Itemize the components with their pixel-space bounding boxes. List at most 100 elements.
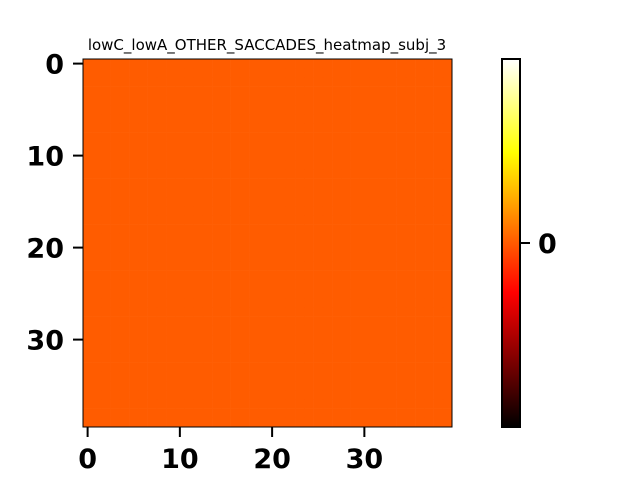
heatmap-cell (230, 215, 241, 225)
heatmap-cell (313, 371, 324, 382)
heatmap-cell (156, 344, 167, 354)
heatmap-cell (433, 408, 444, 419)
heatmap-cell (322, 105, 333, 115)
heatmap-cell (156, 307, 167, 317)
heatmap-cell (101, 381, 111, 391)
heatmap-cell (322, 233, 333, 244)
heatmap-cell (119, 114, 130, 124)
heatmap-cell (267, 316, 278, 327)
heatmap-cell (119, 233, 130, 244)
heatmap-cell (212, 390, 222, 400)
heatmap-cell (83, 233, 93, 244)
heatmap-cell (405, 362, 416, 373)
heatmap-cell (313, 178, 324, 189)
heatmap-cell (212, 105, 222, 115)
heatmap-cell (359, 197, 370, 207)
heatmap-cell (313, 289, 324, 299)
heatmap-cell (378, 77, 388, 87)
heatmap-cell (166, 95, 176, 106)
heatmap-cell (129, 279, 139, 290)
heatmap-cell (442, 381, 453, 391)
x-tick-label: 0 (78, 444, 97, 475)
heatmap-cell (322, 59, 333, 69)
heatmap-cell (396, 344, 407, 354)
heatmap-cell (166, 261, 176, 271)
heatmap-cell (101, 298, 111, 308)
heatmap-cell (368, 279, 379, 290)
heatmap-cell (433, 399, 444, 409)
heatmap-cell (156, 178, 167, 189)
heatmap-cell (147, 390, 158, 400)
heatmap-cell (415, 344, 425, 354)
heatmap-cell (202, 243, 213, 253)
heatmap-cell (332, 215, 342, 225)
heatmap-cell (350, 399, 361, 409)
heatmap-cell (221, 353, 231, 363)
heatmap-cell (285, 197, 296, 207)
heatmap-cell (359, 132, 370, 143)
heatmap-cell (212, 417, 222, 428)
heatmap-cell (230, 59, 241, 69)
heatmap-cell (332, 169, 342, 179)
heatmap-cell (230, 371, 241, 382)
heatmap-cell (442, 362, 453, 373)
heatmap-cell (433, 298, 444, 308)
heatmap-cell (83, 224, 93, 235)
heatmap-cell (156, 151, 167, 161)
heatmap-cell (156, 252, 167, 262)
heatmap-cell (119, 215, 130, 225)
heatmap-cell (424, 197, 434, 207)
heatmap-cell (193, 86, 204, 97)
heatmap-cell (276, 381, 287, 391)
heatmap-cell (295, 381, 305, 391)
heatmap-cell (387, 243, 397, 253)
heatmap-cell (285, 123, 296, 133)
heatmap-cell (295, 399, 305, 409)
heatmap-cell (230, 224, 241, 235)
heatmap-cell (138, 316, 148, 327)
heatmap-cell (212, 187, 222, 198)
heatmap-cell (184, 206, 194, 216)
heatmap-cell (405, 68, 416, 78)
heatmap-cell (341, 417, 351, 428)
heatmap-cell (313, 215, 324, 225)
heatmap-cell (424, 215, 434, 225)
heatmap-cell (424, 178, 434, 189)
heatmap-cell (415, 289, 425, 299)
heatmap-cell (378, 169, 388, 179)
heatmap-cell (285, 390, 296, 400)
heatmap-cell (341, 316, 351, 327)
x-tick-label: 10 (161, 444, 199, 475)
heatmap-cell (378, 344, 388, 354)
heatmap-cell (276, 206, 287, 216)
heatmap-cell (212, 123, 222, 133)
heatmap-cell (313, 362, 324, 373)
heatmap-cell (304, 123, 314, 133)
heatmap-cell (129, 353, 139, 363)
heatmap-cell (221, 289, 231, 299)
heatmap-cell (258, 114, 268, 124)
heatmap-cell (92, 224, 102, 235)
heatmap-cell (83, 353, 93, 363)
heatmap-cell (304, 86, 314, 97)
heatmap-cell (368, 316, 379, 327)
heatmap-cell (313, 298, 324, 308)
heatmap-cell (433, 381, 444, 391)
heatmap-cell (221, 215, 231, 225)
heatmap-cell (322, 417, 333, 428)
heatmap-cell (267, 206, 278, 216)
heatmap-cell (442, 215, 453, 225)
heatmap-cell (295, 114, 305, 124)
heatmap-cell (378, 307, 388, 317)
heatmap-cell (110, 417, 121, 428)
heatmap-cell (433, 362, 444, 373)
heatmap-cell (129, 178, 139, 189)
heatmap-cell (156, 381, 167, 391)
heatmap-cell (202, 270, 213, 281)
heatmap-cell (258, 335, 268, 345)
heatmap-cell (138, 298, 148, 308)
heatmap-cell (415, 307, 425, 317)
heatmap-cell (415, 169, 425, 179)
heatmap-cell (119, 68, 130, 78)
heatmap-cell (350, 371, 361, 382)
